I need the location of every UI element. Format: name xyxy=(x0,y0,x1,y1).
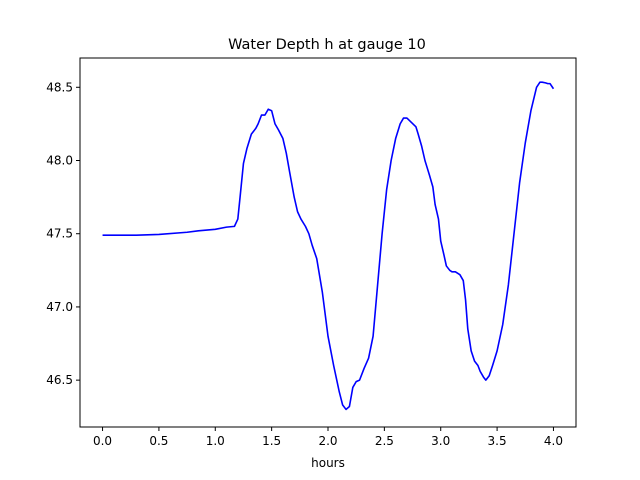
x-tick-label: 0.0 xyxy=(93,434,112,448)
x-tick-label: 2.0 xyxy=(318,434,337,448)
x-tick-label: 0.5 xyxy=(149,434,168,448)
series-line-0 xyxy=(102,81,555,411)
x-tick-label: 3.5 xyxy=(488,434,507,448)
y-axis: 46.5 47.0 47.5 48.0 48.5 xyxy=(46,80,80,387)
y-tick-label: 48.5 xyxy=(46,80,73,94)
plot-area xyxy=(102,81,555,411)
y-tick-label: 46.5 xyxy=(46,373,73,387)
x-tick-label: 1.5 xyxy=(262,434,281,448)
chart-title: Water Depth h at gauge 10 xyxy=(228,37,426,53)
x-tick-label: 3.0 xyxy=(431,434,450,448)
x-axis: 0.0 0.5 1.0 1.5 2.0 2.5 3.0 3.5 4.0 xyxy=(93,427,563,448)
x-tick-label: 2.5 xyxy=(375,434,394,448)
x-axis-label: hours xyxy=(311,456,345,470)
y-tick-label: 47.5 xyxy=(46,227,73,241)
axes-frame xyxy=(79,57,577,428)
y-tick-label: 47.0 xyxy=(46,300,73,314)
x-tick-label: 4.0 xyxy=(544,434,563,448)
y-tick-label: 48.0 xyxy=(46,154,73,168)
x-tick-label: 1.0 xyxy=(206,434,225,448)
